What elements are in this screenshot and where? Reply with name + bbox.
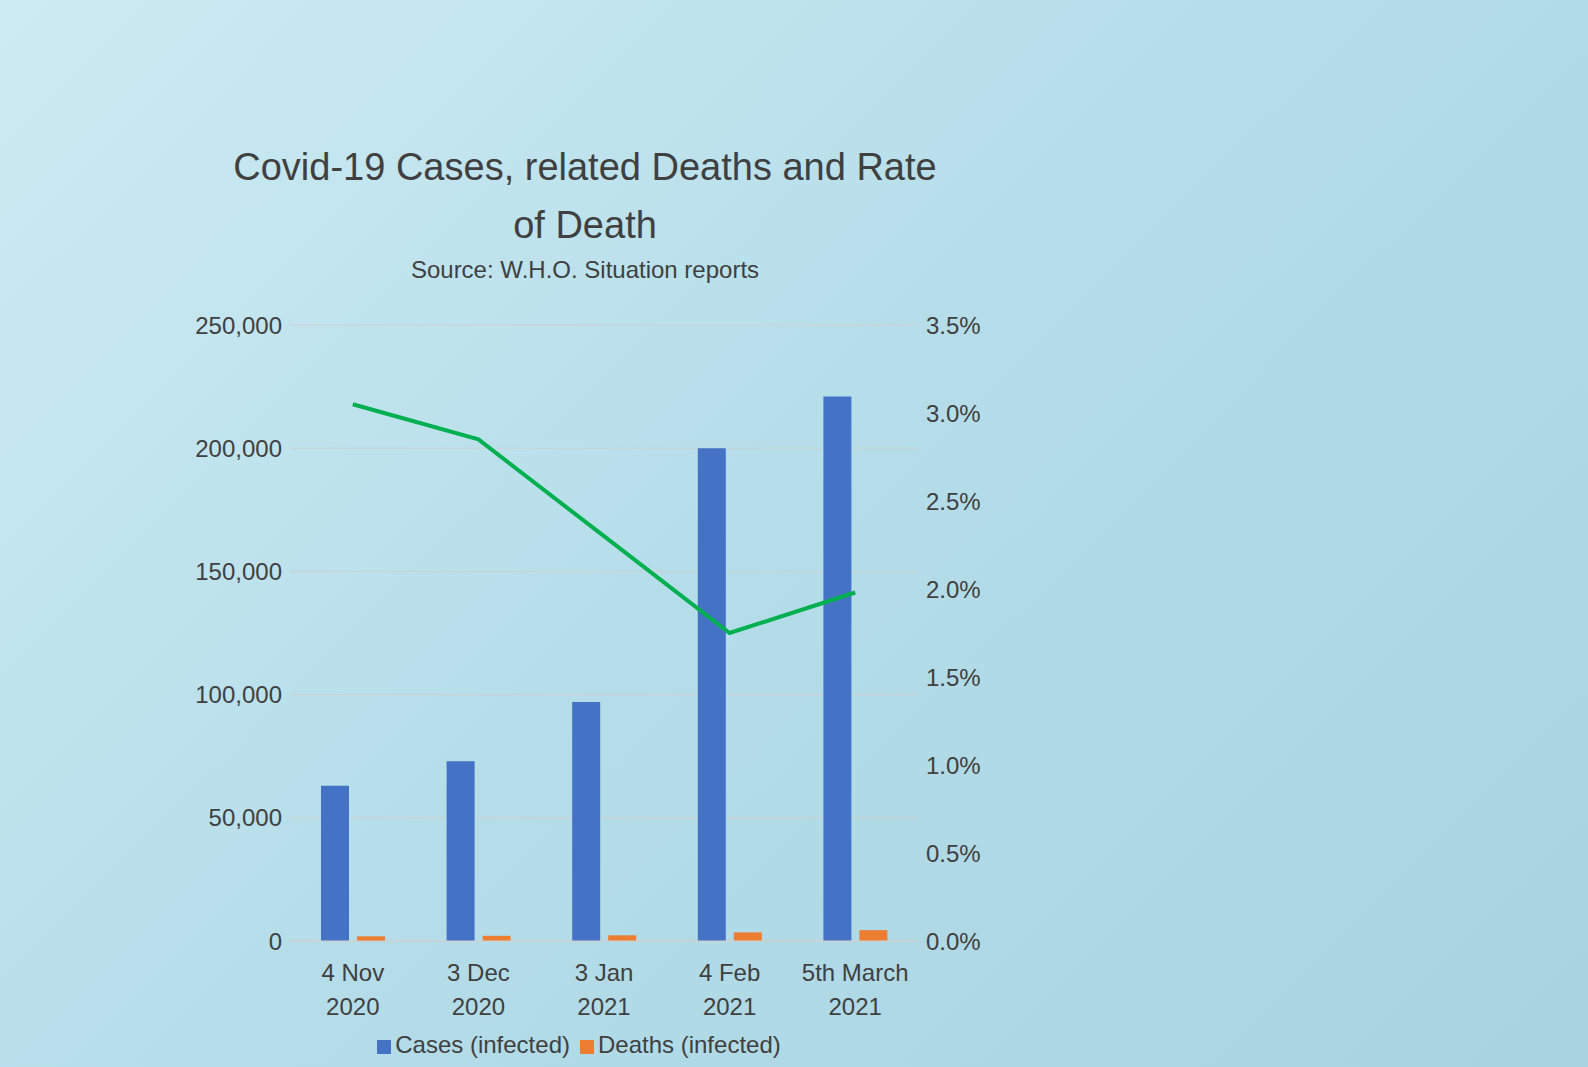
svg-text:100,000: 100,000 xyxy=(195,681,282,708)
svg-text:250,000: 250,000 xyxy=(195,312,282,339)
svg-text:5th March2021: 5th March2021 xyxy=(802,959,909,1020)
svg-text:2.0%: 2.0% xyxy=(926,576,981,603)
svg-text:1.5%: 1.5% xyxy=(926,664,981,691)
svg-text:150,000: 150,000 xyxy=(195,558,282,585)
svg-text:3 Dec2020: 3 Dec2020 xyxy=(447,959,510,1020)
svg-text:0: 0 xyxy=(269,928,282,955)
html-text:Covid-19 Cases, related Deaths: Covid-19 Cases, related Deaths and Rate … xyxy=(233,146,937,246)
svg-text:3.5%: 3.5% xyxy=(926,312,981,339)
svg-text:0.0%: 0.0% xyxy=(926,928,981,955)
svg-text:1.0%: 1.0% xyxy=(926,752,981,779)
svg-text:4 Feb2021: 4 Feb2021 xyxy=(699,959,760,1020)
html-text:Cases (infected): Cases (infected) xyxy=(395,1031,570,1058)
svg-text:50,000: 50,000 xyxy=(209,804,282,831)
html-text:Deaths (infected): Deaths (infected) xyxy=(598,1031,781,1058)
svg-text:0.5%: 0.5% xyxy=(926,840,981,867)
html-text:Source: W.H.O. Situation repor: Source: W.H.O. Situation reports xyxy=(410,256,760,283)
svg-text:3.0%: 3.0% xyxy=(926,400,981,427)
svg-text:3 Jan2021: 3 Jan2021 xyxy=(575,959,634,1020)
svg-text:4 Nov2020: 4 Nov2020 xyxy=(321,959,384,1020)
svg-text:2.5%: 2.5% xyxy=(926,488,981,515)
svg-text:200,000: 200,000 xyxy=(195,435,282,462)
